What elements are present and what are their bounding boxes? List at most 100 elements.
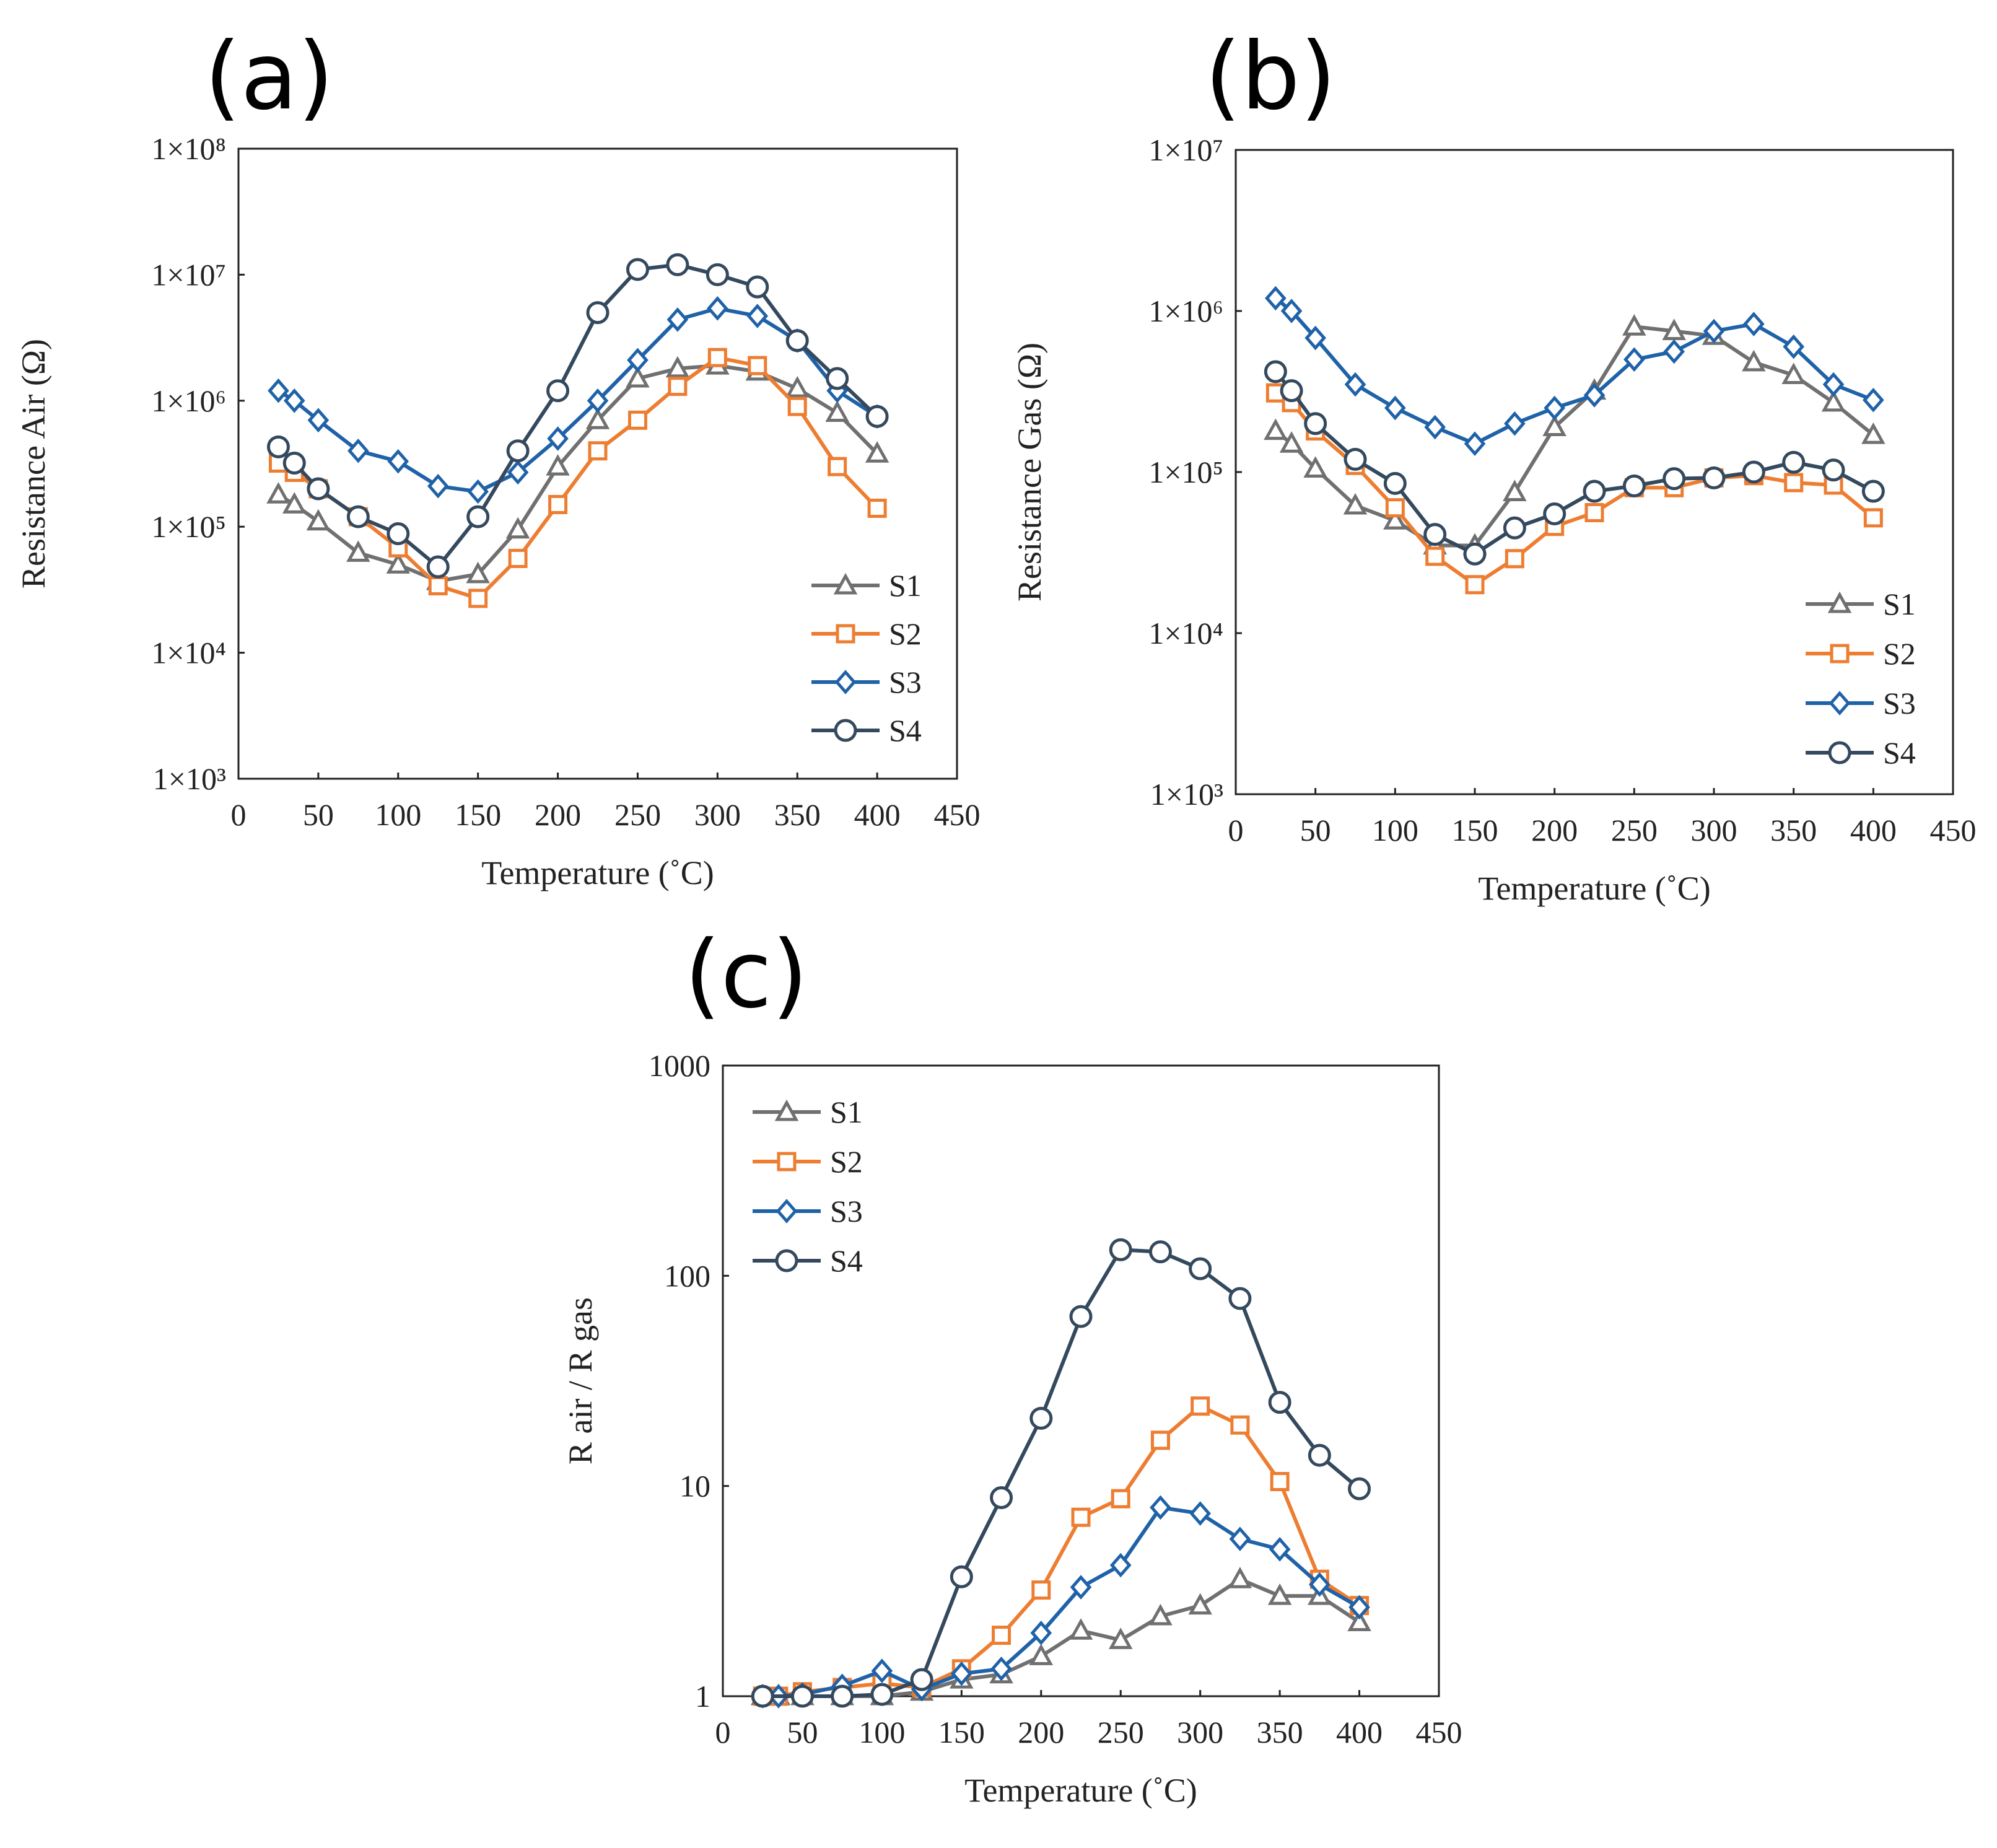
x-tick-label: 150 bbox=[1452, 813, 1498, 847]
series-S4 bbox=[266, 253, 889, 579]
y-tick-label: 1×10⁴ bbox=[1148, 616, 1223, 650]
x-tick-label: 450 bbox=[1416, 1715, 1462, 1749]
series-line-S2 bbox=[277, 356, 879, 600]
data-point-S1 bbox=[466, 561, 490, 584]
data-point-S1 bbox=[266, 482, 291, 504]
series-S3 bbox=[268, 296, 888, 504]
legend-marker bbox=[777, 1152, 797, 1171]
series-S3 bbox=[1265, 286, 1884, 457]
data-point-S1 bbox=[1622, 314, 1646, 336]
data-point-S3 bbox=[1863, 387, 1884, 413]
data-point-S4 bbox=[506, 439, 530, 463]
data-point-S3 bbox=[587, 388, 609, 413]
x-tick-label: 150 bbox=[455, 797, 501, 832]
y-tick-label: 1×10⁸ bbox=[151, 131, 226, 166]
data-point-S3 bbox=[1030, 1621, 1052, 1645]
data-point-S1 bbox=[306, 509, 331, 531]
data-point-S3 bbox=[627, 348, 649, 373]
legend-marker bbox=[1830, 644, 1850, 663]
data-point-S3 bbox=[1424, 414, 1446, 440]
data-point-S2 bbox=[1111, 1489, 1130, 1509]
data-point-S1 bbox=[1148, 1603, 1173, 1626]
data-point-S3 bbox=[1070, 1575, 1092, 1600]
x-tick-label: 250 bbox=[1098, 1715, 1144, 1749]
data-point-S4 bbox=[865, 405, 889, 428]
data-point-S1 bbox=[1821, 390, 1846, 412]
data-point-S4 bbox=[1069, 1305, 1093, 1328]
data-point-S3 bbox=[307, 408, 330, 433]
x-tick-label: 400 bbox=[1850, 813, 1897, 847]
data-point-S4 bbox=[1109, 1238, 1132, 1261]
legend-label: S2 bbox=[830, 1144, 863, 1179]
data-point-S1 bbox=[1303, 456, 1327, 478]
chart-b: (b) 0 50 100 150 200 250 300 350 400 450 1×10³ 1×10⁴… bbox=[1011, 23, 1977, 907]
data-point-S3 bbox=[1743, 312, 1765, 336]
x-tick-label: 450 bbox=[1930, 813, 1977, 847]
data-point-S3 bbox=[1384, 395, 1406, 421]
data-point-S3 bbox=[1309, 1572, 1331, 1597]
data-point-S1 bbox=[282, 492, 307, 514]
data-point-S4 bbox=[831, 1684, 854, 1708]
data-point-S1 bbox=[346, 540, 370, 562]
x-tick-label: 300 bbox=[694, 797, 741, 832]
data-point-S4 bbox=[990, 1486, 1013, 1510]
y-axis-title: R air / R gas bbox=[562, 1297, 599, 1465]
data-point-S1 bbox=[1029, 1644, 1054, 1665]
x-tick-label: 50 bbox=[303, 797, 334, 832]
legend-label: S3 bbox=[889, 665, 922, 699]
data-point-S1 bbox=[505, 517, 530, 539]
data-point-S4 bbox=[346, 505, 370, 528]
legend-marker bbox=[836, 624, 855, 644]
data-point-S1 bbox=[1267, 1583, 1292, 1605]
data-point-S4 bbox=[586, 301, 610, 325]
data-point-S4 bbox=[1348, 1477, 1371, 1500]
data-point-S4 bbox=[790, 1684, 814, 1708]
data-point-S1 bbox=[1542, 414, 1567, 437]
data-point-S3 bbox=[1822, 372, 1845, 397]
data-point-S3 bbox=[871, 1658, 893, 1683]
x-tick-label: 100 bbox=[859, 1715, 905, 1749]
data-point-S2 bbox=[992, 1626, 1012, 1645]
x-tick-label: 350 bbox=[1257, 1715, 1303, 1749]
data-point-S4 bbox=[1268, 1391, 1291, 1414]
x-tick-label: 400 bbox=[854, 797, 901, 832]
data-point-S1 bbox=[585, 408, 610, 429]
data-point-S2 bbox=[508, 548, 528, 568]
legend-marker bbox=[1827, 591, 1852, 613]
data-point-S3 bbox=[1265, 286, 1287, 311]
data-point-S4 bbox=[466, 505, 490, 528]
data-point-S4 bbox=[910, 1668, 933, 1691]
data-point-S4 bbox=[546, 379, 570, 403]
legend-marker bbox=[774, 1099, 799, 1121]
x-tick-label: 50 bbox=[787, 1715, 818, 1749]
data-point-S4 bbox=[307, 477, 330, 501]
data-point-S4 bbox=[1463, 542, 1487, 566]
data-point-S2 bbox=[748, 356, 767, 375]
data-point-S4 bbox=[266, 435, 290, 458]
data-point-S4 bbox=[1822, 458, 1845, 482]
series-line-S1 bbox=[763, 1577, 1361, 1698]
legend-label: S2 bbox=[889, 616, 922, 651]
x-tick-label: 100 bbox=[1372, 813, 1418, 847]
y-tick-label: 1 bbox=[695, 1679, 710, 1714]
data-point-S4 bbox=[1782, 450, 1806, 474]
data-point-S3 bbox=[547, 426, 569, 451]
data-point-S2 bbox=[787, 396, 807, 416]
data-point-S1 bbox=[1343, 493, 1368, 515]
data-point-S4 bbox=[870, 1683, 894, 1706]
data-point-S3 bbox=[1269, 1537, 1291, 1562]
x-tick-label: 300 bbox=[1691, 813, 1737, 847]
data-point-S4 bbox=[1583, 480, 1606, 503]
data-point-S3 bbox=[467, 479, 489, 504]
x-tick-label: 0 bbox=[715, 1715, 731, 1749]
legend: S1 S2 S3 S4 bbox=[753, 1095, 863, 1278]
y-axis-title: Resistance Air (Ω) bbox=[15, 339, 52, 589]
x-tick-label: 250 bbox=[614, 797, 661, 832]
data-point-S4 bbox=[1228, 1287, 1252, 1310]
data-point-S3 bbox=[666, 307, 689, 332]
data-point-S4 bbox=[1622, 474, 1646, 497]
data-point-S2 bbox=[1031, 1580, 1051, 1600]
y-tick-label: 10 bbox=[680, 1469, 710, 1504]
x-axis-title: Temperature (˚C) bbox=[1478, 870, 1711, 907]
